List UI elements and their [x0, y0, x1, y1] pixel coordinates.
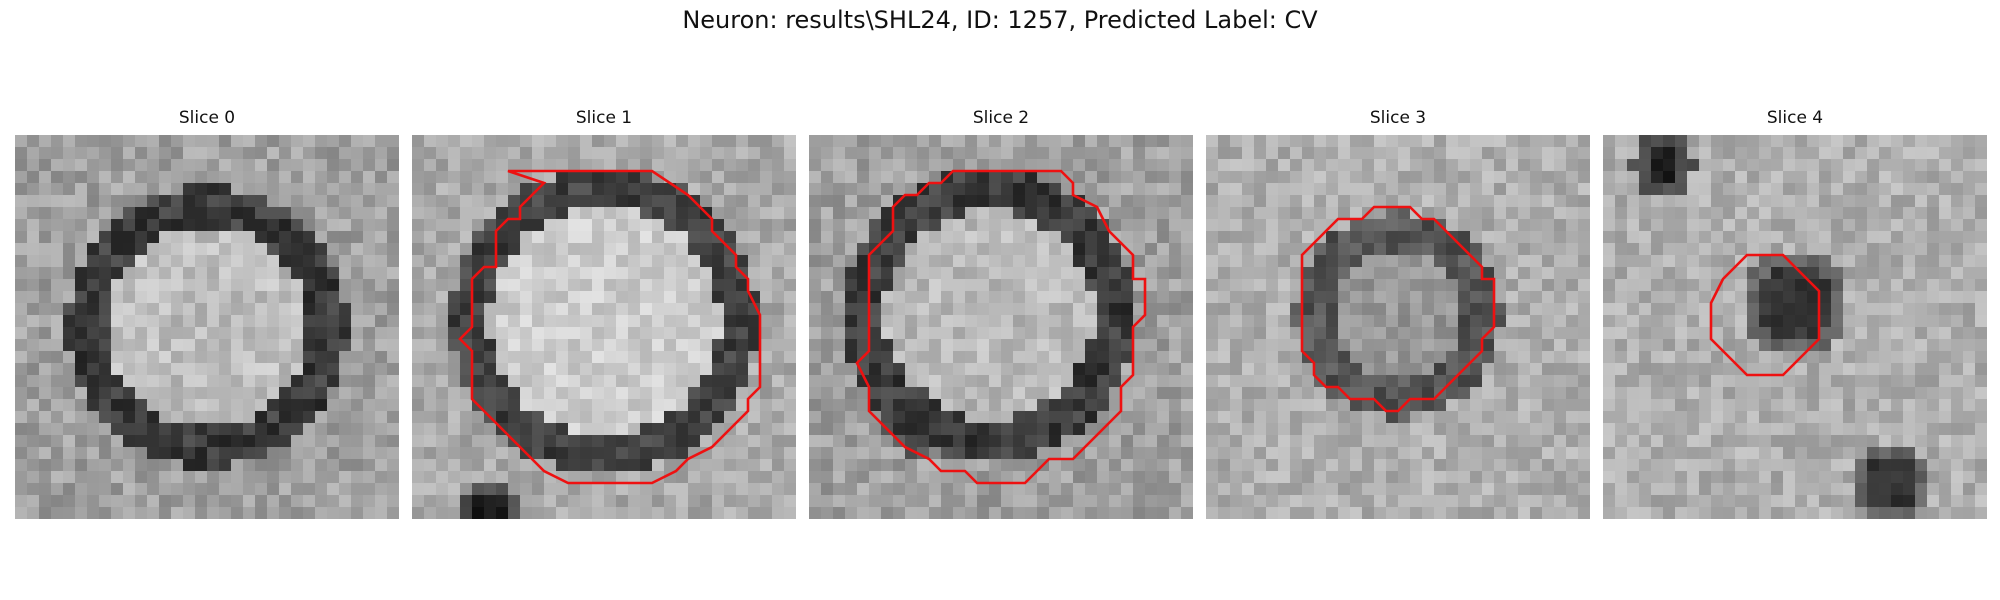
- predicted-contour: [1300, 205, 1496, 413]
- predicted-contour: [855, 169, 1147, 485]
- panel-title: Slice 2: [972, 108, 1030, 128]
- slice-image: [15, 135, 399, 519]
- panel-title: Slice 4: [1766, 108, 1824, 128]
- figure-title: Neuron: results\SHL24, ID: 1257, Predict…: [682, 6, 1318, 34]
- panel-title: Slice 0: [178, 108, 236, 128]
- slice-image: [809, 135, 1193, 519]
- slice-image: [412, 135, 796, 519]
- panel-title: Slice 3: [1369, 108, 1427, 128]
- slice-image: [1206, 135, 1590, 519]
- predicted-contour: [458, 169, 762, 485]
- predicted-contour: [1709, 253, 1821, 377]
- panel-title: Slice 1: [575, 108, 633, 128]
- slice-image: [1603, 135, 1987, 519]
